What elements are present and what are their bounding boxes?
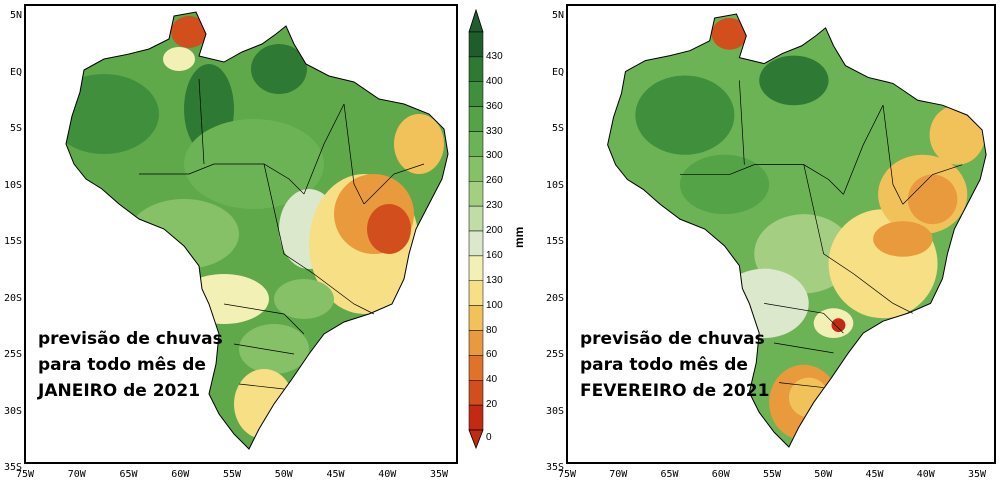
colorbar-segment xyxy=(468,181,484,207)
colorbar-segment xyxy=(468,31,484,58)
lon-tick-label: 60W xyxy=(711,469,730,480)
map-panel-fevereiro: 5N EQ 5S 10S 15S 20S 25S 30S 35S 75W 70W 65W 60W 55W… xyxy=(540,0,1000,484)
lat-tick-label: 30S xyxy=(545,405,564,417)
caption-line: para todo mês de xyxy=(580,355,748,375)
lon-tick-label: 45W xyxy=(326,469,345,480)
caption-line: FEVEREIRO de 2021 xyxy=(580,381,770,401)
caption-line: previsão de chuvas xyxy=(38,329,223,349)
lat-tick-label: 5N xyxy=(551,10,564,21)
lon-tick-label: 55W xyxy=(763,469,782,480)
lon-tick-label: 50W xyxy=(274,469,293,480)
colorbar-segment xyxy=(468,56,484,82)
colorbar-segment xyxy=(468,305,484,331)
lat-tick-label: 15S xyxy=(545,236,564,247)
colorbar-segment xyxy=(468,330,484,356)
colorbar-tick-label: 260 xyxy=(486,175,503,187)
colorbar-tick-label: 230 xyxy=(486,200,503,212)
lat-tick-label: EQ xyxy=(551,66,564,78)
colorbar-segment xyxy=(468,255,484,281)
colorbar-tick-label: 60 xyxy=(486,349,498,361)
caption-line: JANEIRO de 2021 xyxy=(38,381,201,401)
lat-tick-label: 15S xyxy=(3,236,22,247)
colorbar-tick-label: 300 xyxy=(486,150,503,162)
colorbar-scale xyxy=(468,8,484,450)
lon-tick-label: 65W xyxy=(119,469,138,480)
caption-line: para todo mês de xyxy=(38,355,206,375)
lon-tick-label: 60W xyxy=(171,469,190,480)
colorbar-segment xyxy=(468,280,484,306)
colorbar-tick-label: 160 xyxy=(486,249,503,261)
lon-tick-label: 35W xyxy=(430,469,449,480)
colorbar-tick-label: 40 xyxy=(486,374,498,386)
lon-tick-label: 40W xyxy=(378,469,397,480)
lon-tick-label: 70W xyxy=(67,469,86,480)
brazil-map-janeiro xyxy=(65,11,449,450)
lat-tick-label: 5S xyxy=(9,123,22,134)
colorbar-tick-label: 20 xyxy=(486,399,498,411)
lon-tick-label: 50W xyxy=(814,469,833,480)
colorbar-tick-label: 200 xyxy=(486,225,503,236)
colorbar-tick-label: 400 xyxy=(486,75,503,87)
lat-tick-label: 10S xyxy=(3,179,22,191)
colorbar-top-arrow xyxy=(468,8,484,33)
colorbar-segment xyxy=(468,380,484,406)
colorbar-segment xyxy=(468,81,484,107)
lon-tick-label: 75W xyxy=(558,469,577,480)
colorbar-tick-label: 80 xyxy=(486,324,498,336)
colorbar-tick-label: 360 xyxy=(486,100,503,112)
colorbar-tick-label: 430 xyxy=(486,50,503,62)
lon-tick-label: 65W xyxy=(660,469,679,480)
lat-tick-label: 25S xyxy=(545,349,564,360)
colorbar-segment xyxy=(468,156,484,182)
colorbar-segment xyxy=(468,404,484,431)
lon-tick-label: 35W xyxy=(968,469,987,480)
lat-tick-label: EQ xyxy=(9,66,22,78)
lat-tick-label: 20S xyxy=(3,292,22,304)
lat-tick-label: 10S xyxy=(545,179,564,191)
lat-tick-label: 5N xyxy=(9,10,22,21)
lon-tick-label: 40W xyxy=(916,469,935,480)
colorbar-segment xyxy=(468,230,484,257)
colorbar-unit: mm xyxy=(512,226,526,248)
lat-tick-label: 35S xyxy=(3,462,22,473)
colorbar-segment xyxy=(468,355,484,381)
colorbar-segment xyxy=(468,205,484,232)
lon-tick-label: 70W xyxy=(609,469,628,480)
colorbar-bottom-arrow xyxy=(468,429,484,450)
map-caption: previsão de chuvas para todo mês de FEVE… xyxy=(580,326,769,404)
lat-tick-label: 5S xyxy=(551,123,564,134)
map-caption: previsão de chuvas para todo mês de JANE… xyxy=(38,326,223,404)
lat-tick-label: 20S xyxy=(545,292,564,304)
map-panel-janeiro: 5N EQ 5S 10S 15S 20S 25S 30S 35S 75W 70W 65W 60W 55W… xyxy=(0,0,465,484)
lon-tick-label: 55W xyxy=(223,469,242,480)
caption-line: previsão de chuvas xyxy=(580,329,765,349)
lat-tick-label: 30S xyxy=(3,405,22,417)
colorbar-tick-label: 0 xyxy=(486,432,492,443)
colorbar-tick-label: 330 xyxy=(486,125,503,137)
colorbar-segment xyxy=(468,106,484,132)
lon-tick-label: 75W xyxy=(16,469,35,480)
colorbar: 430 400 360 330 300 260 230 200 160 130 100 80 60 40 2… xyxy=(466,8,536,450)
lat-tick-label: 25S xyxy=(3,349,22,360)
colorbar-tick-label: 100 xyxy=(486,299,503,311)
colorbar-segment xyxy=(468,131,484,157)
brazil-map-fevereiro xyxy=(607,13,987,448)
colorbar-tick-label: 130 xyxy=(486,274,503,286)
lat-tick-label: 35S xyxy=(545,462,564,473)
lon-tick-label: 45W xyxy=(865,469,884,480)
